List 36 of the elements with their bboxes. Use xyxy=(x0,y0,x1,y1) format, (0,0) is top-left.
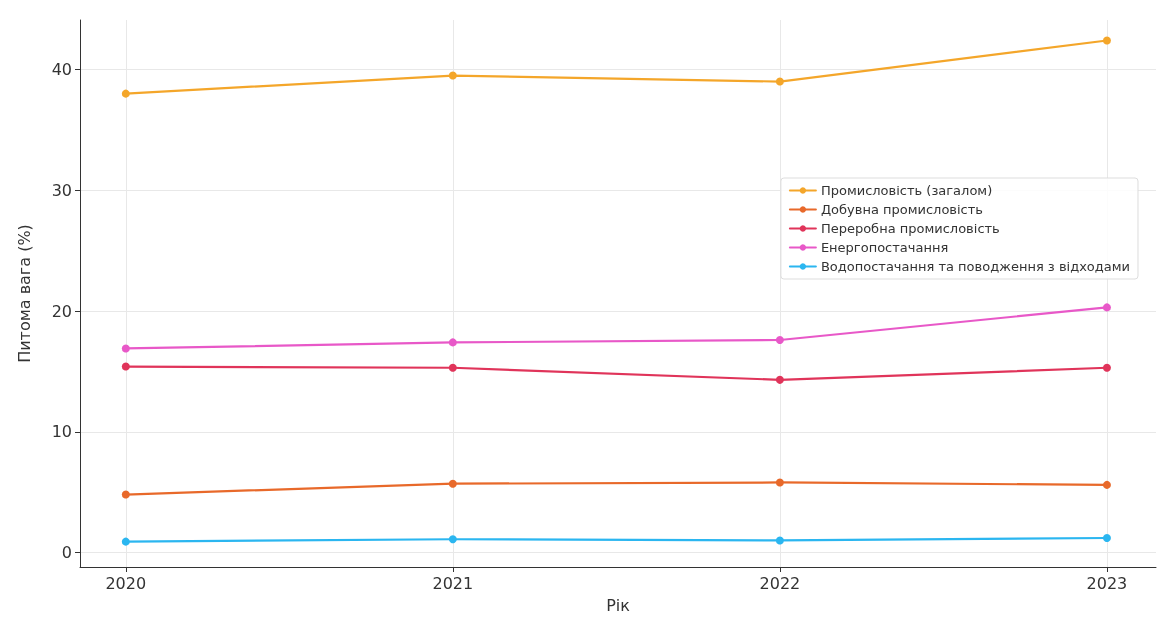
y-axis-title: Питома вага (%) xyxy=(14,224,34,363)
legend-label: Водопостачання та поводження з відходами xyxy=(820,259,1130,274)
point xyxy=(121,537,130,546)
point xyxy=(1102,480,1111,489)
point xyxy=(121,89,130,98)
point xyxy=(448,535,457,544)
point xyxy=(1102,36,1111,45)
x-tick-label: 2021 xyxy=(432,573,474,593)
point xyxy=(1102,363,1111,372)
legend-label: Промисловість (загалом) xyxy=(820,183,993,198)
legend-label: Добувна промисловість xyxy=(820,202,983,217)
y-tick-label: 30 xyxy=(51,180,72,200)
x-tick-label: 2023 xyxy=(1086,573,1128,593)
y-tick-label: 40 xyxy=(51,60,72,80)
x-tick-label: 2020 xyxy=(105,573,147,593)
point xyxy=(775,335,784,344)
point xyxy=(121,490,130,499)
point xyxy=(775,478,784,487)
point xyxy=(1102,534,1111,543)
y-tick-label: 10 xyxy=(51,422,72,442)
legend-label: Переробна промисловість xyxy=(820,221,1000,236)
point xyxy=(775,375,784,384)
point xyxy=(121,344,130,353)
point xyxy=(775,77,784,86)
point xyxy=(775,536,784,545)
x-tick-label: 2022 xyxy=(759,573,801,593)
point xyxy=(448,363,457,372)
point xyxy=(448,479,457,488)
y-tick-label: 20 xyxy=(51,301,72,321)
point xyxy=(448,338,457,347)
x-axis-title: Рік xyxy=(606,595,631,615)
legend-label: Енергопостачання xyxy=(820,240,949,255)
y-tick-label: 0 xyxy=(61,543,72,563)
point xyxy=(1102,303,1111,312)
point xyxy=(448,71,457,80)
point xyxy=(121,362,130,371)
